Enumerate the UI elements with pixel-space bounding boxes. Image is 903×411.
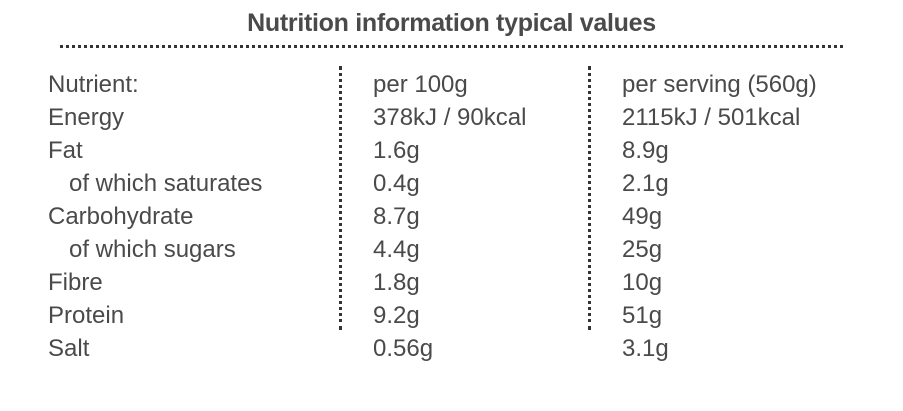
nutrition-table: Nutrient: per 100g per serving (560g) En… — [0, 68, 903, 365]
table-title: Nutrition information typical values — [247, 9, 656, 37]
per100-value: 4.4g — [373, 236, 420, 263]
per100-value: 378kJ / 90kcal — [373, 104, 527, 131]
table-row: Protein 9.2g 51g — [0, 299, 903, 332]
nutrient-name: Energy — [48, 104, 125, 131]
per100-value: 1.6g — [373, 137, 420, 164]
per100-value: 8.7g — [373, 203, 420, 230]
serving-value: 2.1g — [622, 170, 669, 197]
serving-value: 10g — [622, 269, 663, 296]
table-row: Carbohydrate 8.7g 49g — [0, 200, 903, 233]
table-row: Fat 1.6g 8.9g — [0, 134, 903, 167]
nutrient-name: Fibre — [48, 269, 103, 296]
column-divider-serving — [588, 66, 591, 330]
header-serving: per serving (560g) — [622, 71, 817, 98]
nutrient-name: Salt — [48, 335, 90, 362]
per100-value: 0.56g — [373, 335, 434, 362]
nutrient-name: Fat — [48, 137, 83, 164]
serving-value: 8.9g — [622, 137, 669, 164]
nutrient-name: Carbohydrate — [48, 203, 194, 230]
nutrient-name: of which sugars — [69, 236, 236, 263]
table-row: of which saturates 0.4g 2.1g — [0, 167, 903, 200]
table-row: of which sugars 4.4g 25g — [0, 233, 903, 266]
table-row: Fibre 1.8g 10g — [0, 266, 903, 299]
table-row: Salt 0.56g 3.1g — [0, 332, 903, 365]
serving-value: 49g — [622, 203, 663, 230]
per100-value: 1.8g — [373, 269, 420, 296]
nutrient-name: of which saturates — [69, 170, 263, 197]
per100-value: 0.4g — [373, 170, 420, 197]
serving-value: 2115kJ / 501kcal — [622, 104, 801, 131]
column-divider-per100 — [339, 66, 342, 330]
nutrient-name: Protein — [48, 302, 125, 329]
header-per100: per 100g — [373, 71, 468, 98]
header-nutrient: Nutrient: — [48, 71, 139, 98]
title-divider — [60, 45, 843, 48]
per100-value: 9.2g — [373, 302, 420, 329]
serving-value: 25g — [622, 236, 663, 263]
serving-value: 51g — [622, 302, 663, 329]
serving-value: 3.1g — [622, 335, 669, 362]
header-row: Nutrient: per 100g per serving (560g) — [0, 68, 903, 101]
table-row: Energy 378kJ / 90kcal 2115kJ / 501kcal — [0, 101, 903, 134]
